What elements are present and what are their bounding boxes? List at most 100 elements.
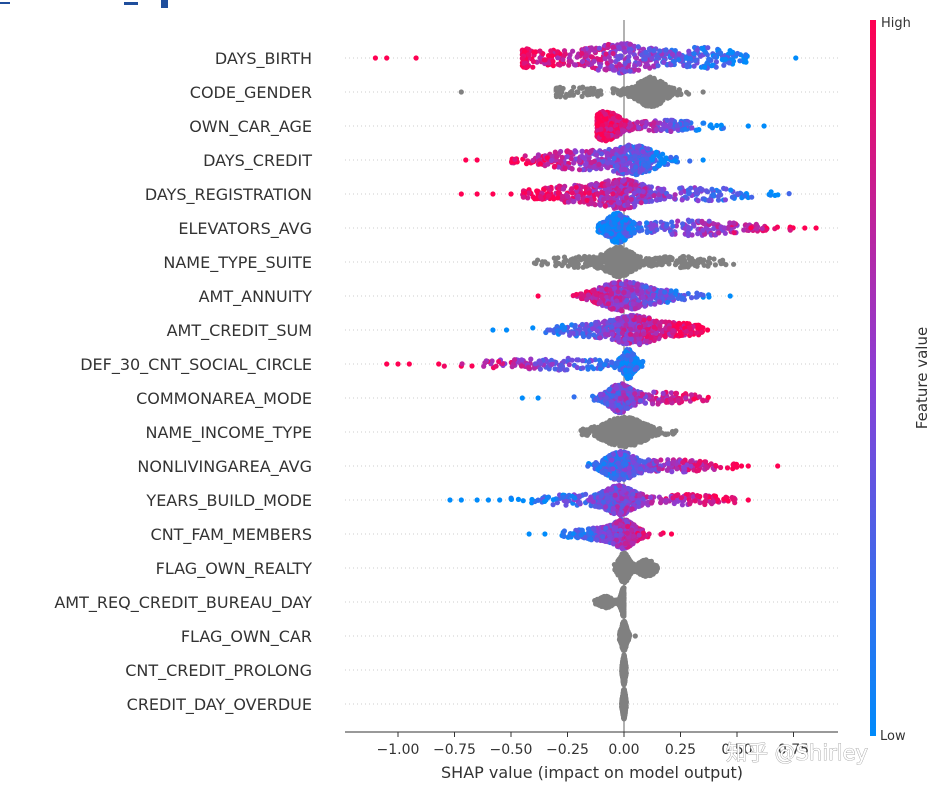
shap-point [603,115,609,121]
feature-row-points [384,347,646,382]
shap-point [636,60,642,66]
shap-point [575,193,581,199]
shap-point [688,185,694,191]
shap-point [614,298,620,304]
shap-point [610,50,616,57]
shap-point [605,225,611,231]
shap-point [680,295,686,301]
shap-point [588,182,594,188]
shap-point [573,184,579,190]
shap-outlier-point [458,89,464,95]
shap-point [610,148,616,155]
shap-point [631,220,637,226]
shap-point [602,203,608,209]
shap-point [630,301,636,307]
shap-point [706,292,712,298]
shap-point [624,297,630,303]
shap-point [623,195,630,201]
shap-point [568,155,574,162]
shap-point [584,60,591,66]
shap-point [585,86,591,92]
shap-point [657,100,664,106]
shap-point [687,158,693,164]
shap-point [618,92,624,98]
shap-point [639,119,645,125]
shap-point [661,91,667,97]
shap-point [586,190,592,196]
shap-point [596,111,602,117]
shap-point [667,254,673,260]
shap-point [618,281,625,287]
shap-point [544,155,550,161]
shap-point [572,148,578,154]
shap-point [712,262,719,268]
shap-point [588,54,595,60]
shap-point [591,164,597,170]
shap-point [649,102,655,108]
shap-point [521,60,527,66]
shap-point [674,92,681,98]
shap-point [579,58,586,65]
shap-point [627,331,634,337]
shap-point [686,225,692,231]
shap-point [660,126,666,132]
shap-point [619,330,626,336]
shap-point [656,96,663,102]
shap-point [615,114,621,120]
shap-point [555,190,561,196]
shap-point [605,301,612,307]
shap-point [660,151,666,157]
shap-point [617,149,624,155]
shap-point [545,193,552,199]
shap-point [522,153,528,159]
shap-point [612,67,618,73]
shap-point [575,89,581,95]
shap-point [768,189,774,195]
shap-point [557,86,564,93]
shap-outlier-point [413,55,419,61]
shap-point [651,96,657,102]
shap-point [593,322,599,328]
shap-point [567,92,574,98]
shap-point [647,65,653,71]
shap-point [537,161,544,167]
shap-point [593,291,599,297]
shap-point [627,68,633,74]
shap-point [699,218,705,224]
shap-point [620,157,626,163]
shap-point [641,317,647,323]
shap-point [642,199,649,205]
shap-point [687,325,693,331]
shap-point [689,125,695,131]
shap-point [661,59,667,65]
shap-point [631,43,637,49]
shap-point [618,302,625,308]
shap-point [581,256,588,262]
shap-point [640,294,646,300]
shap-point [611,272,617,279]
shap-point [589,61,595,67]
shap-point [604,190,610,196]
shap-point [613,179,619,185]
shap-point [562,94,569,100]
shap-point [661,254,667,260]
shap-point [616,232,622,238]
shap-point [685,230,692,236]
shap-point [676,57,682,63]
shap-point [709,186,715,192]
shap-point [619,308,625,314]
shap-point [632,306,638,312]
shap-point [603,51,609,57]
shap-point [663,47,669,53]
shap-point [571,198,577,204]
beeswarm-points [372,41,819,722]
shap-point [646,316,652,322]
shap-point [545,53,552,59]
shap-point [618,167,624,173]
shap-point [670,223,676,229]
shap-point [602,331,609,337]
shap-point [598,126,604,132]
shap-point [734,50,741,57]
shap-point [629,262,636,268]
shap-point [678,190,684,196]
